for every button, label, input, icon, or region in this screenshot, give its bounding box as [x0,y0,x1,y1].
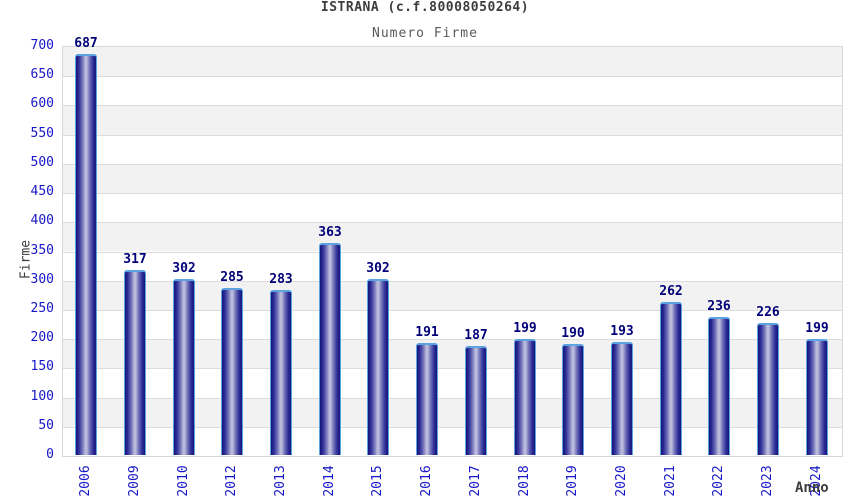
grid-band [63,105,842,135]
x-tick-label: 2023 [760,465,775,497]
x-axis-title: Anno [795,480,829,496]
bar-value-label: 193 [610,324,634,339]
bar-2016 [416,343,438,455]
gridline [63,339,842,341]
x-tick-label: 2018 [517,465,532,497]
gridline [63,222,842,224]
bar-2012 [221,288,243,455]
bar-2024 [806,339,828,455]
bar-2017 [465,346,487,455]
bar-2006 [75,54,97,455]
gridline [63,76,842,78]
bar-value-label: 187 [464,328,488,343]
y-tick-label: 600 [30,96,54,111]
x-tick-label: 2009 [127,465,142,497]
bar-2019 [562,344,584,455]
x-tick-label: 2021 [663,465,678,497]
bar-2020 [611,342,633,455]
x-tick-label: 2022 [711,465,726,497]
x-tick-label: 2014 [322,465,337,497]
bar-2014 [319,243,341,455]
x-tick-label: 2012 [224,465,239,497]
x-tick-label: 2019 [565,465,580,497]
grid-band [63,251,842,281]
y-tick-label: 200 [30,330,54,345]
bar-value-label: 191 [415,325,439,340]
y-tick-label: 350 [30,243,54,258]
bar-value-label: 363 [318,225,342,240]
x-tick-label: 2010 [176,465,191,497]
x-tick-label: 2020 [614,465,629,497]
gridline [63,251,842,253]
bar-2010 [173,279,195,455]
bar-value-label: 302 [366,261,390,276]
chart-title: ISTRANA (c.f.80008050264) [320,0,530,15]
gridline [63,397,842,399]
bar-2015 [367,279,389,455]
grid-band [63,193,842,223]
bar-value-label: 687 [74,36,98,51]
gridline [63,280,842,282]
bar-value-label: 199 [805,321,829,336]
y-tick-label: 650 [30,67,54,82]
grid-band [63,222,842,252]
bar-2013 [270,290,292,455]
y-tick-label: 700 [30,38,54,53]
gridline [63,426,842,428]
y-tick-label: 450 [30,184,54,199]
y-tick-label: 150 [30,359,54,374]
grid-band [63,47,842,77]
bar-value-label: 262 [659,284,683,299]
bar-2009 [124,270,146,455]
bar-value-label: 199 [513,321,537,336]
y-tick-label: 50 [38,418,54,433]
y-axis-title: Firme [18,239,34,280]
bar-2022 [708,317,730,455]
bar-value-label: 190 [561,326,585,341]
gridline [63,134,842,136]
grid-band [63,134,842,164]
bar-value-label: 236 [707,299,731,314]
gridline [63,193,842,195]
y-tick-label: 300 [30,272,54,287]
bar-2023 [757,323,779,455]
bar-value-label: 283 [269,272,293,287]
bar-2021 [660,302,682,455]
grid-band [63,76,842,106]
gridline [63,163,842,165]
y-tick-label: 0 [46,447,54,462]
y-tick-label: 400 [30,213,54,228]
x-tick-label: 2006 [78,465,93,497]
gridline [63,105,842,107]
x-tick-label: 2016 [419,465,434,497]
bar-value-label: 302 [172,261,196,276]
gridline [63,368,842,370]
x-tick-label: 2017 [468,465,483,497]
bar-value-label: 226 [756,305,780,320]
x-tick-label: 2013 [273,465,288,497]
chart-subtitle: Numero Firme [372,26,478,41]
y-tick-label: 550 [30,126,54,141]
y-tick-label: 250 [30,301,54,316]
y-tick-label: 500 [30,155,54,170]
gridline [63,309,842,311]
x-tick-label: 2015 [370,465,385,497]
grid-band [63,163,842,194]
bar-value-label: 317 [123,252,147,267]
bar-2018 [514,339,536,455]
y-tick-label: 100 [30,389,54,404]
bar-value-label: 285 [220,270,244,285]
